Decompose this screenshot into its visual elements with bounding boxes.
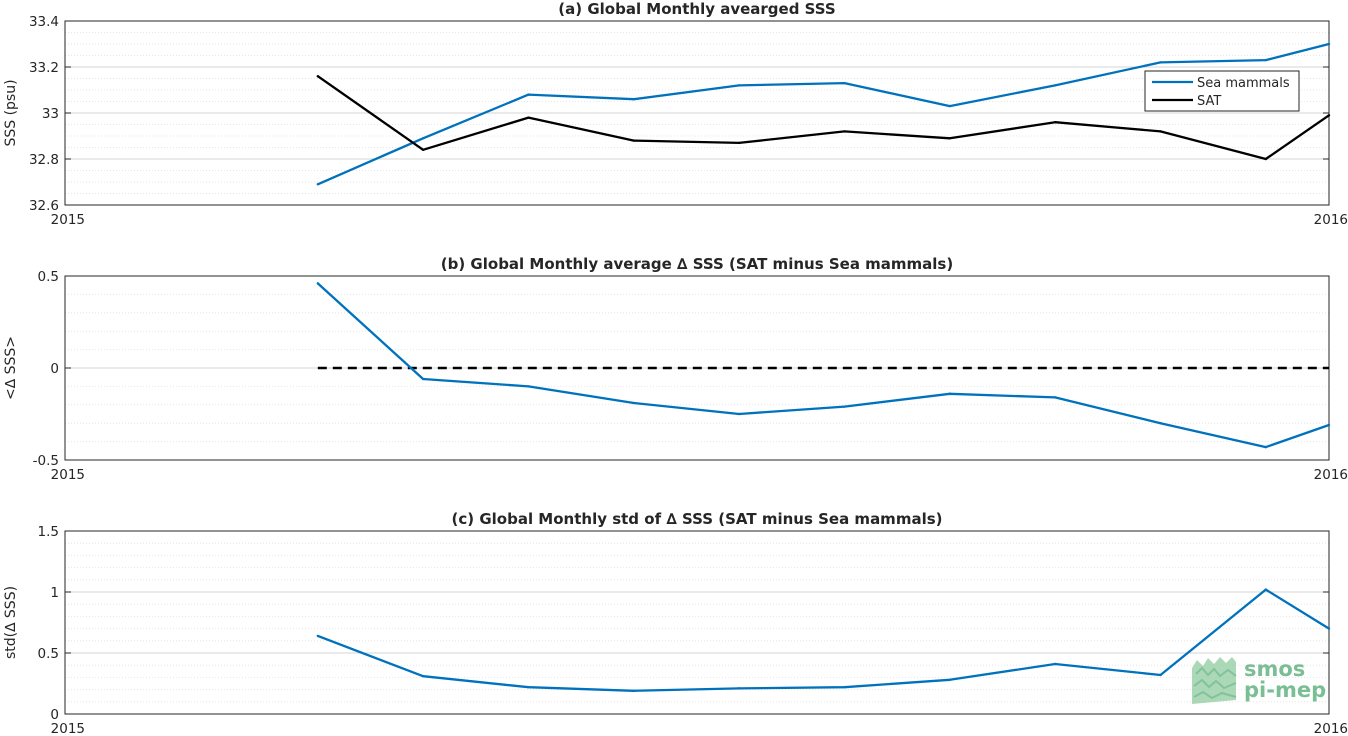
data-point — [1053, 396, 1057, 399]
data-point — [316, 282, 319, 285]
data-point — [843, 405, 846, 408]
data-point — [421, 137, 425, 140]
data-point — [843, 130, 846, 133]
series-line-1 — [317, 588, 1330, 692]
y-tick-label: 0 — [50, 361, 59, 377]
minor-grid — [65, 542, 1329, 703]
data-point — [948, 678, 951, 682]
y-tick-label: -0.5 — [33, 453, 59, 469]
data-point — [843, 685, 846, 689]
data-point — [632, 98, 635, 101]
y-tick-label: 0 — [50, 707, 59, 723]
data-point — [316, 183, 319, 186]
series-line-1 — [317, 42, 1330, 186]
data-point — [421, 377, 425, 381]
data-point — [1264, 157, 1268, 161]
data-point — [737, 687, 741, 690]
data-point — [1264, 588, 1268, 591]
x-tick-label: 2016 — [1314, 721, 1348, 736]
major-grid — [65, 530, 1329, 715]
logo-line2: pi-mep — [1244, 678, 1326, 702]
logo-graphic-icon — [1192, 657, 1237, 704]
y-tick-label: 0.5 — [38, 646, 59, 662]
chart-panel-2: -0.5 0 0.5 2015 2016 (b) Global Monthly avera… — [3, 255, 1348, 483]
x-tick-label: 2016 — [1314, 467, 1348, 483]
legend-label: Sea mammals — [1197, 76, 1290, 91]
y-tick-label: 32.8 — [29, 152, 59, 168]
data-point — [1053, 84, 1057, 87]
data-point — [1327, 42, 1331, 46]
chart-title: (b) Global Monthly average ∆ SSS (SAT mi… — [441, 255, 953, 273]
data-point — [1327, 627, 1331, 630]
chart-title: (a) Global Monthly avearged SSS — [558, 0, 835, 18]
legend-label: SAT — [1197, 94, 1221, 109]
data-point — [527, 685, 530, 689]
data-point — [737, 84, 741, 87]
data-point — [527, 93, 530, 96]
y-tick-label: 33.4 — [29, 14, 59, 30]
legend: Sea mammals SAT — [1144, 70, 1300, 112]
x-tick-label: 2016 — [1314, 212, 1348, 228]
data-point — [1053, 662, 1057, 666]
data-point — [737, 141, 741, 145]
minor-grid — [65, 32, 1329, 194]
data-point — [1327, 423, 1331, 427]
data-point — [1159, 673, 1162, 677]
data-point — [632, 689, 635, 693]
series-line-1 — [317, 282, 1330, 449]
data-point — [843, 81, 846, 85]
smos-pi-mep-logo: smos pi-mep — [1192, 657, 1326, 704]
y-axis-label: <∆ SSS> — [3, 336, 19, 400]
data-point — [316, 634, 319, 638]
logo-line1: smos — [1244, 657, 1305, 681]
y-tick-label: 1 — [50, 585, 59, 601]
x-tick-label: 2015 — [51, 212, 85, 228]
chart-panel-1: 32.6 32.8 33 33.2 33.4 2015 2016 (a) Global Mon… — [3, 0, 1348, 228]
major-grid — [65, 20, 1329, 206]
x-tick-label: 2015 — [51, 467, 85, 483]
y-tick-label: 1.5 — [38, 524, 59, 540]
data-point — [1264, 58, 1268, 62]
y-axis-label: SSS (psu) — [3, 79, 19, 146]
data-point — [737, 412, 741, 416]
y-tick-label: 32.6 — [29, 198, 59, 214]
data-point — [1159, 61, 1162, 64]
chart-title: (c) Global Monthly std of ∆ SSS (SAT min… — [452, 510, 943, 528]
legend-box — [1144, 70, 1300, 112]
data-point — [421, 148, 425, 151]
data-point — [948, 392, 951, 395]
data-point — [527, 116, 530, 119]
data-point — [1327, 114, 1331, 117]
y-axis-label: std(∆ SSS) — [3, 586, 19, 659]
data-point — [948, 137, 951, 140]
data-point — [1159, 422, 1162, 425]
data-point — [421, 674, 425, 678]
axes-box — [64, 530, 1330, 715]
x-tick-label: 2015 — [51, 721, 85, 736]
data-point — [632, 139, 635, 142]
data-point — [948, 104, 951, 108]
data-point — [527, 385, 530, 388]
data-point — [1159, 130, 1162, 133]
y-tick-label: 33 — [42, 106, 59, 122]
chart-panel-3: 0 0.5 1 1.5 2015 2016 (c) Global Monthly std o… — [3, 510, 1348, 736]
data-point — [632, 401, 635, 405]
y-tick-label: 33.2 — [29, 60, 59, 76]
minor-grid — [65, 293, 1329, 443]
y-tick-label: 0.5 — [38, 269, 59, 285]
data-point — [316, 75, 319, 78]
data-point — [1264, 445, 1268, 449]
data-point — [1053, 121, 1057, 124]
